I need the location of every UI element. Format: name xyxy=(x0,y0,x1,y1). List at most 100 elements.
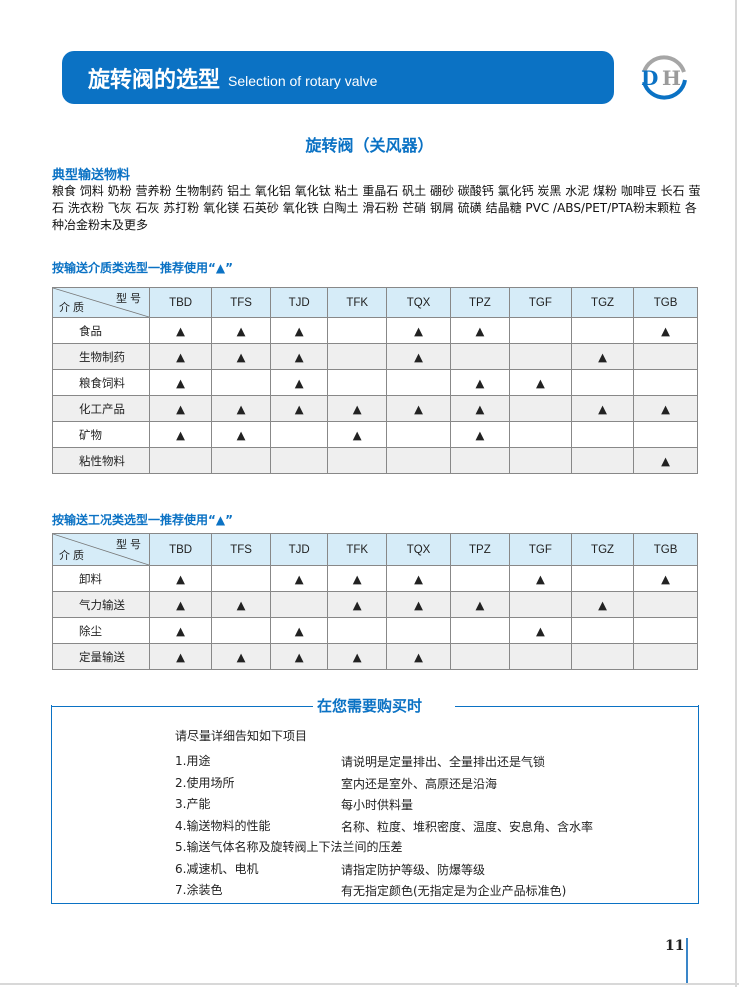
purchase-item-desc: 名称、粒度、堆积密度、温度、安息角、含水率 xyxy=(341,819,594,834)
recommend-cell xyxy=(508,317,572,344)
purchase-item-label: 4.输送物料的性能 xyxy=(175,818,271,833)
table-row: 除尘 ▲ ▲ ▲ xyxy=(52,617,698,644)
row-label: 粘性物料 xyxy=(52,447,150,474)
recommend-cell: ▲ xyxy=(211,591,272,618)
column-header: TPZ xyxy=(449,287,510,318)
column-header: TFK xyxy=(327,533,388,566)
recommend-cell: ▲ xyxy=(386,343,451,370)
recommend-cell xyxy=(270,591,329,618)
recommend-cell xyxy=(386,369,451,396)
row-label: 矿物 xyxy=(52,421,150,448)
section-title: 旋转阀（关风器） xyxy=(305,136,434,155)
header-banner: 旋转阀的选型 Selection of rotary valve xyxy=(62,51,614,104)
recommend-cell xyxy=(508,343,572,370)
recommend-cell: ▲ xyxy=(633,447,698,474)
recommend-cell: ▲ xyxy=(508,369,572,396)
recommend-cell xyxy=(449,343,510,370)
dh-logo: D H xyxy=(636,48,692,108)
column-header: TGB xyxy=(633,533,698,566)
recommend-cell: ▲ xyxy=(633,395,698,422)
column-header: TPZ xyxy=(449,533,510,566)
corner-model-label: 型 号 xyxy=(115,539,141,551)
recommend-cell xyxy=(386,447,451,474)
table-row: 卸料 ▲ ▲ ▲ ▲ ▲ ▲ xyxy=(52,565,698,592)
recommend-cell xyxy=(270,421,329,448)
column-header: TGF xyxy=(508,533,572,566)
purchase-title: 在您需要购买时 xyxy=(316,697,422,715)
column-header: TBD xyxy=(148,287,213,318)
recommend-cell: ▲ xyxy=(327,421,388,448)
recommend-cell: ▲ xyxy=(327,643,388,670)
corner-media-label: 介 质 xyxy=(59,550,85,562)
recommend-cell: ▲ xyxy=(270,343,329,370)
purchase-item-desc: 室内还是室外、高原还是沿海 xyxy=(341,776,498,791)
column-header: TJD xyxy=(270,533,329,566)
divider xyxy=(455,706,698,707)
purchase-box xyxy=(51,705,699,904)
column-header: TQX xyxy=(386,287,451,318)
recommend-cell: ▲ xyxy=(148,343,213,370)
recommend-cell xyxy=(633,421,698,448)
column-header: TFS xyxy=(211,287,272,318)
materials-list: 粮食 饲料 奶粉 营养粉 生物制药 铝土 氧化铝 氧化钛 粘土 重晶石 矾土 硼… xyxy=(52,184,701,232)
column-header: TGB xyxy=(633,287,698,318)
recommend-cell: ▲ xyxy=(211,421,272,448)
header-row: 型 号介 质 TBD TFS TJD TFK TQX TPZ TGF TGZ TGB xyxy=(52,533,698,566)
row-label: 除尘 xyxy=(52,617,150,644)
recommend-cell: ▲ xyxy=(449,369,510,396)
recommend-cell xyxy=(449,565,510,592)
table2-heading: 按输送工况类选型一推荐使用“▲” xyxy=(52,513,234,527)
recommend-cell xyxy=(386,421,451,448)
banner-title-cn: 旋转阀的选型 xyxy=(88,67,221,93)
materials-heading: 典型输送物料 xyxy=(52,168,131,183)
recommend-cell: ▲ xyxy=(148,565,213,592)
row-label: 气力输送 xyxy=(52,591,150,618)
recommend-cell xyxy=(508,591,572,618)
recommend-cell xyxy=(570,565,635,592)
recommend-cell xyxy=(570,421,635,448)
recommend-cell: ▲ xyxy=(449,421,510,448)
purchase-item-label: 3.产能 xyxy=(175,797,211,811)
recommend-cell: ▲ xyxy=(386,395,451,422)
recommend-cell: ▲ xyxy=(148,421,213,448)
recommend-cell: ▲ xyxy=(148,369,213,396)
recommend-cell: ▲ xyxy=(270,369,329,396)
recommend-cell: ▲ xyxy=(211,395,272,422)
recommend-cell xyxy=(570,369,635,396)
recommend-cell: ▲ xyxy=(633,565,698,592)
purchase-item-desc: 请指定防护等级、防爆等级 xyxy=(341,862,486,877)
recommend-cell xyxy=(148,447,213,474)
recommend-cell xyxy=(449,617,510,644)
recommend-cell xyxy=(633,643,698,670)
row-label: 化工产品 xyxy=(52,395,150,422)
recommend-cell: ▲ xyxy=(270,565,329,592)
recommend-cell xyxy=(633,591,698,618)
condition-selection-table: 型 号介 质 TBD TFS TJD TFK TQX TPZ TGF TGZ TGB 卸料 ▲ ▲ ▲ ▲ ▲… xyxy=(52,533,698,670)
table-row: 定量输送 ▲ ▲ ▲ ▲ ▲ xyxy=(52,643,698,670)
recommend-cell xyxy=(211,565,272,592)
recommend-cell: ▲ xyxy=(570,343,635,370)
recommend-cell: ▲ xyxy=(327,591,388,618)
recommend-cell xyxy=(508,421,572,448)
recommend-cell: ▲ xyxy=(449,591,510,618)
recommend-cell: ▲ xyxy=(211,317,272,344)
recommend-cell xyxy=(570,617,635,644)
page-number: 11 xyxy=(665,938,685,954)
recommend-cell xyxy=(270,447,329,474)
page-edge xyxy=(735,0,737,987)
purchase-item-label: 6.减速机、电机 xyxy=(175,861,259,876)
purchase-item-desc: 请说明是定量排出、全量排出还是气锁 xyxy=(341,755,546,769)
recommend-cell xyxy=(386,617,451,644)
row-label: 生物制药 xyxy=(52,343,150,370)
column-header: TGZ xyxy=(570,287,635,318)
recommend-cell: ▲ xyxy=(270,395,329,422)
purchase-item-desc: 每小时供料量 xyxy=(341,798,414,812)
recommend-cell xyxy=(327,447,388,474)
purchase-item-label: 5.输送气体名称及旋转阀上下法兰间的压差 xyxy=(175,840,403,854)
recommend-cell xyxy=(570,643,635,670)
recommend-cell xyxy=(211,617,272,644)
recommend-cell: ▲ xyxy=(570,591,635,618)
corner-cell: 型 号介 质 xyxy=(52,533,150,566)
banner-title-en: Selection of rotary valve xyxy=(228,72,378,89)
